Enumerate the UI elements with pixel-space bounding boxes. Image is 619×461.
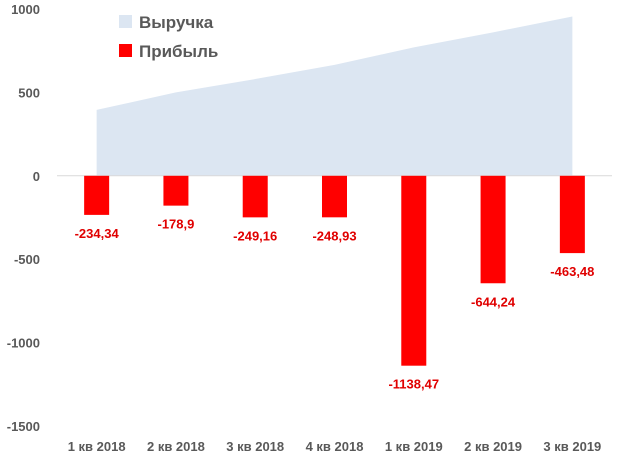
legend-label: Выручка: [139, 13, 214, 32]
x-tick-label: 2 кв 2018: [147, 439, 205, 454]
data-label: -1138,47: [388, 377, 439, 392]
legend-swatch: [119, 44, 132, 57]
x-tick-label: 1 кв 2019: [385, 439, 443, 454]
y-tick-label: -1500: [7, 419, 40, 434]
axis-layer: 1000 500 0 -500 -1000 -1500 1 кв 2018 2 кв 2018…: [7, 2, 612, 454]
bar-profit: [559, 175, 585, 254]
x-tick-label: 3 кв 2019: [543, 439, 601, 454]
x-tick-label: 4 кв 2018: [306, 439, 364, 454]
y-tick-label: 0: [33, 169, 40, 184]
label-layer: -234,34 -178,9 -249,16 -248,93 -1138,47 -644,…: [75, 217, 595, 392]
bar-layer: [84, 175, 585, 366]
data-label: -248,93: [312, 228, 356, 243]
data-label: -178,9: [157, 217, 194, 232]
y-tick-label: -500: [14, 252, 40, 267]
y-tick-label: -1000: [7, 336, 40, 351]
bar-profit: [163, 175, 189, 206]
legend-item-profit: Прибыль: [119, 42, 218, 61]
x-tick-label: 3 кв 2018: [226, 439, 284, 454]
area-revenue: [96, 16, 573, 176]
x-tick-label: 2 кв 2019: [464, 439, 522, 454]
data-label: -644,24: [471, 294, 516, 309]
bar-profit: [242, 175, 268, 218]
bar-profit: [322, 175, 347, 218]
legend: Выручка Прибыль: [119, 13, 218, 61]
data-label: -249,16: [233, 228, 277, 243]
y-tick-label: 1000: [11, 2, 40, 17]
area-layer: [96, 16, 573, 176]
bar-profit: [480, 175, 506, 284]
data-label: -234,34: [75, 226, 120, 241]
legend-item-revenue: Выручка: [119, 13, 214, 32]
legend-label: Прибыль: [139, 42, 218, 61]
bar-profit: [84, 175, 110, 215]
legend-swatch: [119, 15, 132, 28]
x-tick-label: 1 кв 2018: [68, 439, 126, 454]
bar-profit: [401, 175, 427, 366]
y-tick-label: 500: [18, 85, 40, 100]
data-label: -463,48: [550, 264, 594, 279]
